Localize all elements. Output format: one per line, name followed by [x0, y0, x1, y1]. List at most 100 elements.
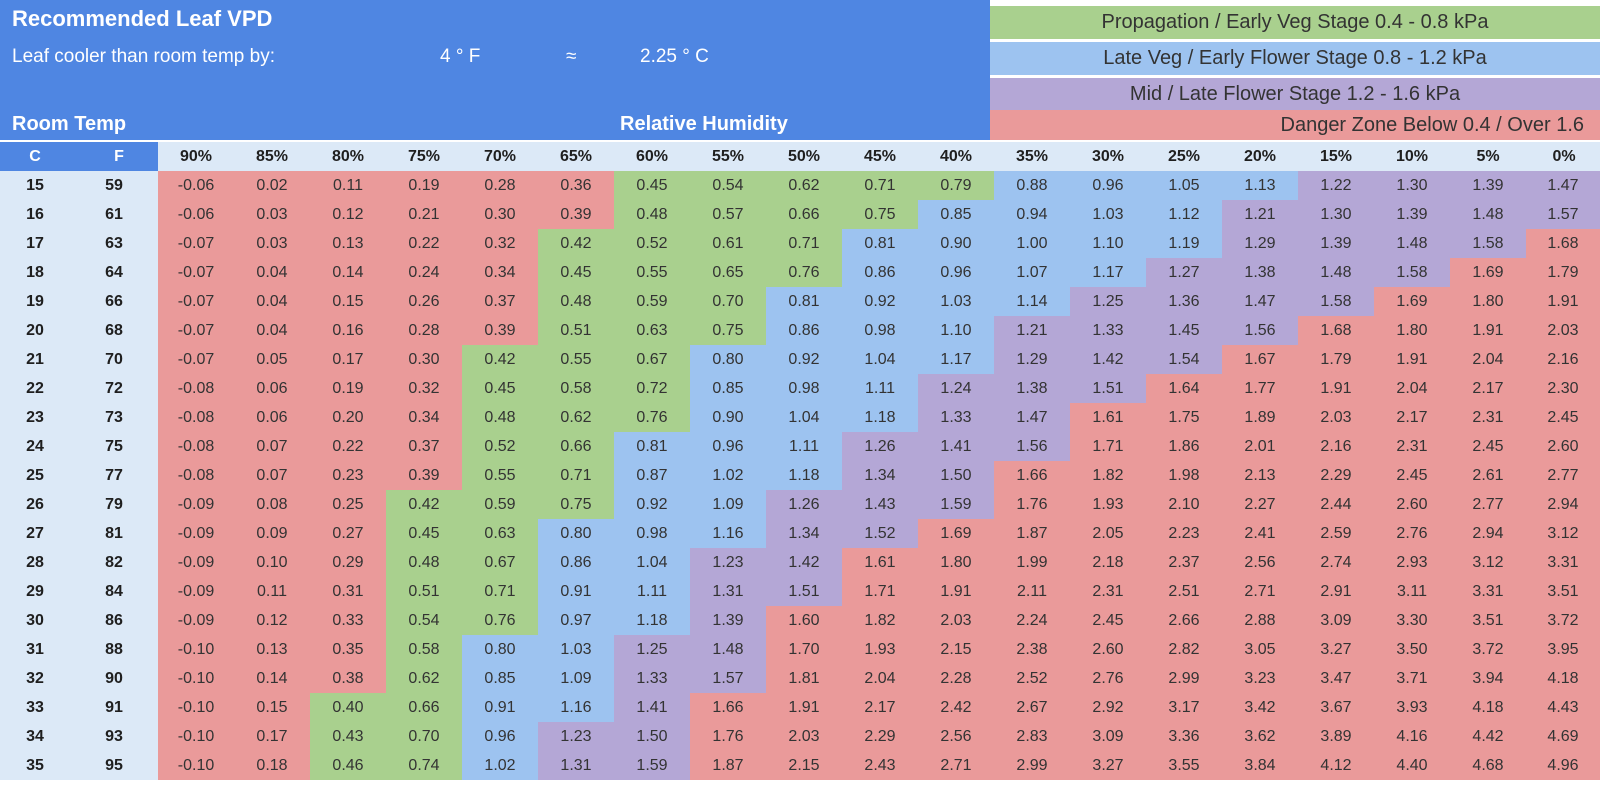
- vpd-cell: 2.94: [1526, 490, 1600, 519]
- vpd-cell: 2.04: [1450, 345, 1526, 374]
- vpd-cell: 0.75: [842, 200, 918, 229]
- vpd-cell: 2.45: [1070, 606, 1146, 635]
- vpd-cell: 2.31: [1070, 577, 1146, 606]
- vpd-cell: 0.31: [310, 577, 386, 606]
- vpd-cell: 1.93: [1070, 490, 1146, 519]
- vpd-cell: 3.95: [1526, 635, 1600, 664]
- vpd-cell: -0.10: [158, 751, 234, 780]
- vpd-cell: 2.52: [994, 664, 1070, 693]
- vpd-cell: 0.55: [614, 258, 690, 287]
- vpd-cell: 0.15: [234, 693, 310, 722]
- vpd-cell: 1.10: [1070, 229, 1146, 258]
- vpd-cell: 0.43: [310, 722, 386, 751]
- vpd-cell: 0.62: [538, 403, 614, 432]
- row-header-celsius: 27: [26, 524, 44, 542]
- vpd-cell: 1.59: [614, 751, 690, 780]
- vpd-cell: 1.02: [462, 751, 538, 780]
- vpd-cell: 0.74: [386, 751, 462, 780]
- vpd-cell: 1.33: [614, 664, 690, 693]
- vpd-cell: -0.08: [158, 403, 234, 432]
- page-title: Recommended Leaf VPD: [12, 6, 273, 31]
- vpd-cell: 1.47: [1526, 171, 1600, 200]
- vpd-cell: 1.70: [766, 635, 842, 664]
- row-header-celsius: 22: [26, 379, 44, 397]
- vpd-cell: 1.71: [1070, 432, 1146, 461]
- vpd-cell: 3.12: [1450, 548, 1526, 577]
- vpd-cell: -0.09: [158, 490, 234, 519]
- vpd-cell: 4.69: [1526, 722, 1600, 751]
- vpd-cell: 1.57: [690, 664, 766, 693]
- vpd-cell: 1.39: [1374, 200, 1450, 229]
- row-header-celsius: 17: [26, 234, 44, 252]
- vpd-cell: 0.97: [538, 606, 614, 635]
- row-header-fahrenheit: 77: [105, 466, 123, 484]
- vpd-cell: 4.40: [1374, 751, 1450, 780]
- vpd-cell: 1.87: [994, 519, 1070, 548]
- vpd-cell: 0.05: [234, 345, 310, 374]
- vpd-cell: 0.81: [614, 432, 690, 461]
- vpd-cell: 3.09: [1070, 722, 1146, 751]
- vpd-cell: 2.05: [1070, 519, 1146, 548]
- rh-column-header: 75%: [407, 147, 441, 165]
- vpd-cell: 0.75: [538, 490, 614, 519]
- vpd-cell: 1.48: [690, 635, 766, 664]
- vpd-cell: 0.38: [310, 664, 386, 693]
- vpd-cell: 1.42: [1070, 345, 1146, 374]
- rh-column-header: 80%: [331, 147, 365, 165]
- vpd-cell: 0.37: [386, 432, 462, 461]
- vpd-cell: 2.15: [766, 751, 842, 780]
- legend-mid-flower: Mid / Late Flower Stage 1.2 - 1.6 kPa: [990, 78, 1600, 111]
- vpd-cell: 0.48: [386, 548, 462, 577]
- vpd-cell: 1.66: [994, 461, 1070, 490]
- vpd-cell: 3.12: [1526, 519, 1600, 548]
- vpd-cell: 0.16: [310, 316, 386, 345]
- row-header-fahrenheit: 86: [105, 611, 123, 629]
- vpd-cell: 2.92: [1070, 693, 1146, 722]
- vpd-cell: 2.94: [1450, 519, 1526, 548]
- table-row: [0, 606, 158, 635]
- vpd-cell: 0.35: [310, 635, 386, 664]
- header-panel: [0, 0, 990, 140]
- vpd-cell: -0.07: [158, 345, 234, 374]
- vpd-cell: 1.41: [918, 432, 994, 461]
- vpd-cell: 0.66: [538, 432, 614, 461]
- legend-late-veg: Late Veg / Early Flower Stage 0.8 - 1.2 …: [990, 42, 1600, 75]
- vpd-cell: 0.17: [310, 345, 386, 374]
- vpd-cell: 0.15: [310, 287, 386, 316]
- vpd-cell: 0.07: [234, 432, 310, 461]
- vpd-cell: 0.91: [538, 577, 614, 606]
- vpd-cell: -0.09: [158, 519, 234, 548]
- vpd-cell: -0.08: [158, 374, 234, 403]
- vpd-cell: 0.40: [310, 693, 386, 722]
- vpd-cell: 1.47: [994, 403, 1070, 432]
- table-row: [0, 403, 158, 432]
- vpd-cell: 0.34: [386, 403, 462, 432]
- vpd-cell: 1.56: [994, 432, 1070, 461]
- vpd-cell: 1.58: [1374, 258, 1450, 287]
- vpd-cell: 1.22: [1298, 171, 1374, 200]
- vpd-cell: 1.86: [1146, 432, 1222, 461]
- row-header-celsius: 23: [26, 408, 44, 426]
- vpd-cell: 1.54: [1146, 345, 1222, 374]
- table-row: [0, 635, 158, 664]
- vpd-cell: 1.11: [614, 577, 690, 606]
- vpd-cell: 1.61: [1070, 403, 1146, 432]
- vpd-cell: 1.99: [994, 548, 1070, 577]
- vpd-cell: 1.91: [918, 577, 994, 606]
- vpd-cell: 0.86: [538, 548, 614, 577]
- vpd-cell: -0.09: [158, 577, 234, 606]
- vpd-cell: 1.11: [842, 374, 918, 403]
- vpd-cell: 1.09: [538, 664, 614, 693]
- vpd-cell: 0.96: [462, 722, 538, 751]
- vpd-cell: 1.23: [690, 548, 766, 577]
- vpd-cell: 1.21: [1222, 200, 1298, 229]
- vpd-cell: 1.00: [994, 229, 1070, 258]
- vpd-cell: 1.21: [994, 316, 1070, 345]
- row-header-fahrenheit: 81: [105, 524, 123, 542]
- vpd-cell: 1.80: [918, 548, 994, 577]
- vpd-cell: 0.94: [994, 200, 1070, 229]
- vpd-cell: 0.80: [690, 345, 766, 374]
- vpd-cell: 1.03: [538, 635, 614, 664]
- vpd-cell: 0.39: [386, 461, 462, 490]
- vpd-cell: 0.67: [614, 345, 690, 374]
